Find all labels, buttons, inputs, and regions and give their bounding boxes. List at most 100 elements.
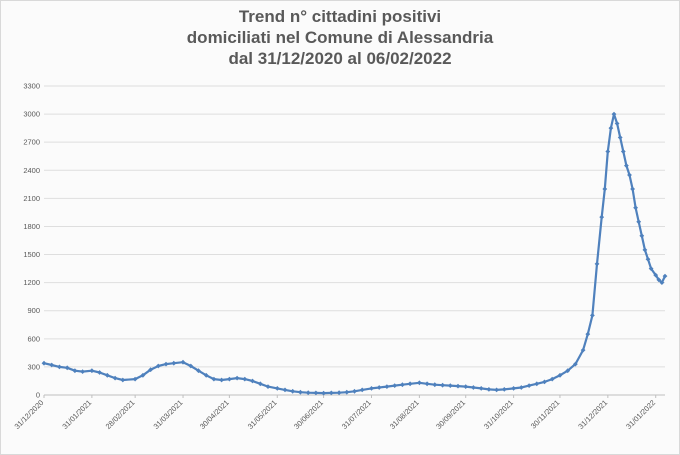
data-point [163, 361, 169, 367]
data-point [49, 362, 55, 368]
data-point [653, 272, 659, 278]
data-point [155, 363, 161, 369]
y-tick-label: 600 [27, 334, 40, 343]
data-point [639, 233, 645, 239]
series-line [43, 112, 666, 395]
data-point [573, 361, 578, 367]
y-tick-label: 2400 [23, 166, 40, 175]
data-point [384, 384, 390, 389]
data-point [89, 368, 95, 374]
data-point [599, 214, 605, 220]
x-tick-label: 31/12/2021 [576, 398, 609, 431]
data-point [440, 382, 445, 388]
data-point [645, 256, 651, 262]
data-point [605, 149, 611, 154]
data-point [447, 383, 453, 388]
data-point [359, 387, 365, 393]
data-point [400, 382, 405, 388]
y-tick-label: 1800 [23, 222, 40, 231]
data-point [196, 368, 201, 374]
y-tick-label: 2700 [23, 138, 40, 147]
title-line-3: dal 31/12/2020 al 06/02/2022 [228, 49, 452, 68]
data-point [627, 172, 632, 178]
data-point [611, 111, 617, 117]
x-tick-label: 30/11/2021 [529, 398, 562, 431]
data-point [97, 370, 102, 375]
data-point [620, 149, 626, 154]
data-point [590, 313, 595, 318]
y-tick-label: 1500 [23, 250, 40, 259]
data-point [132, 376, 138, 382]
data-point [432, 382, 438, 388]
data-point [274, 386, 280, 391]
data-point [290, 388, 296, 394]
x-tick-label: 31/12/2020 [13, 398, 46, 431]
x-tick-label: 30/09/2021 [434, 398, 467, 431]
x-tick-label: 31/01/2021 [60, 398, 93, 431]
data-point [104, 372, 110, 378]
data-point [265, 384, 271, 389]
y-tick-label: 300 [27, 362, 40, 371]
series-positivi [41, 111, 668, 396]
data-point [140, 372, 146, 378]
data-point [602, 186, 608, 192]
data-point [557, 372, 563, 378]
data-point [511, 386, 516, 391]
x-tick-label: 28/02/2021 [104, 398, 137, 431]
data-point [57, 364, 62, 370]
y-tick-label: 3300 [23, 82, 40, 91]
data-point [64, 365, 70, 371]
data-point [662, 273, 668, 279]
data-point [633, 205, 638, 211]
data-point [526, 383, 532, 388]
data-point [455, 383, 461, 389]
data-point [659, 280, 665, 285]
x-tick-label: 31/08/2021 [388, 398, 421, 431]
data-point [494, 387, 499, 393]
x-tick-label: 30/06/2021 [292, 398, 325, 431]
data-point [630, 186, 635, 192]
data-point [257, 381, 263, 387]
data-point [188, 363, 194, 369]
data-point [120, 377, 126, 383]
data-point [542, 379, 547, 385]
data-point [171, 360, 177, 366]
y-tick-label: 1200 [23, 278, 40, 287]
data-point [534, 381, 540, 387]
data-point [242, 376, 248, 382]
data-point [585, 331, 591, 337]
data-point [328, 390, 334, 396]
data-point [369, 386, 374, 391]
data-point [227, 376, 232, 382]
data-point [112, 375, 118, 381]
data-point [282, 387, 288, 393]
data-point [642, 247, 648, 253]
data-point [376, 385, 382, 390]
x-axis-ticks: 31/12/2020 31/01/2021 28/02/2021 31/03/2021… [13, 395, 657, 431]
data-point [549, 376, 555, 382]
data-point [417, 380, 422, 386]
data-point [617, 135, 623, 140]
data-point [305, 390, 311, 396]
data-point [648, 266, 654, 271]
data-point [501, 387, 507, 392]
data-point [486, 387, 492, 392]
data-point [478, 386, 484, 391]
data-point [463, 384, 469, 389]
data-point [313, 390, 319, 396]
title-line-2: domiciliati nel Comune di Alessandria [186, 28, 494, 47]
data-point [424, 381, 430, 387]
data-point [344, 389, 350, 395]
y-tick-label: 0 [36, 391, 40, 400]
y-tick-label: 2100 [23, 194, 40, 203]
title-line-1: Trend n° cittadini positivi [238, 7, 442, 26]
x-tick-label: 31/05/2021 [246, 398, 279, 431]
data-point [352, 388, 357, 394]
data-point [471, 385, 476, 390]
y-tick-label: 3000 [23, 110, 40, 119]
data-point [80, 369, 85, 374]
data-point [580, 347, 586, 353]
data-point [148, 367, 153, 373]
